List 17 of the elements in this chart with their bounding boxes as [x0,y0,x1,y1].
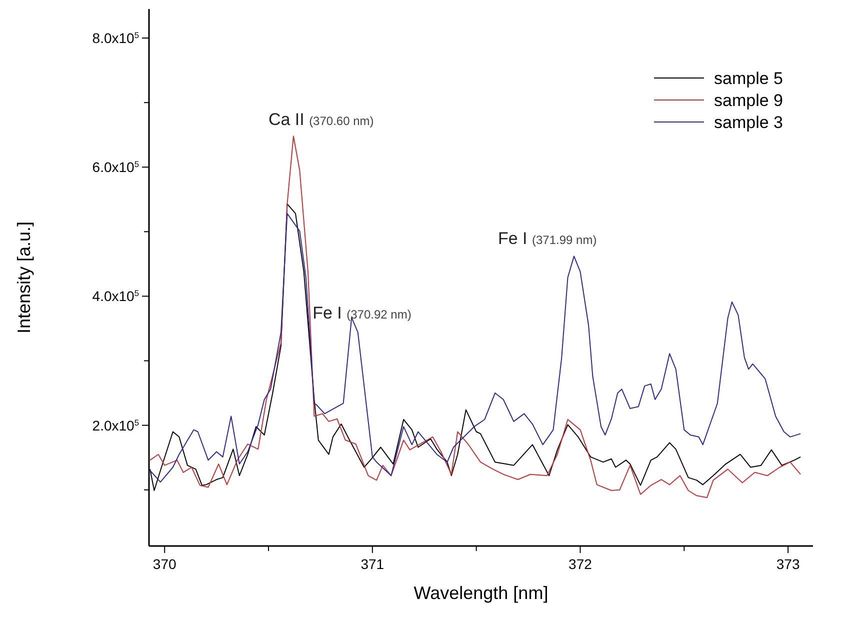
legend-label: sample 3 [714,113,783,132]
y-tick-label: 8.0x10$^{5}$ [92,30,140,46]
y-tick-label: 2.0x10$^{5}$ [92,417,140,434]
annotation: Ca II (370.60 nm) [268,110,374,130]
y-axis-title: Intensity [a.u.] [14,221,34,334]
x-tick-label: 370 [152,556,176,572]
y-tick-label: 6.0x10$^{5}$ [92,159,140,176]
line-series [150,136,802,498]
x-tick-label: 372 [568,556,592,572]
x-tick-label: 373 [776,556,800,572]
x-axis-title: Wavelength [nm] [414,583,548,603]
annotation: Fe I (371.99 nm) [498,229,597,248]
x-tick-label: 371 [360,556,384,572]
annotation: Fe I (370.92 nm) [312,304,412,323]
legend-label: sample 9 [714,91,783,110]
y-tick-label: 4.0x10$^{5}$ [92,288,140,304]
legend-label: sample 5 [714,69,783,88]
